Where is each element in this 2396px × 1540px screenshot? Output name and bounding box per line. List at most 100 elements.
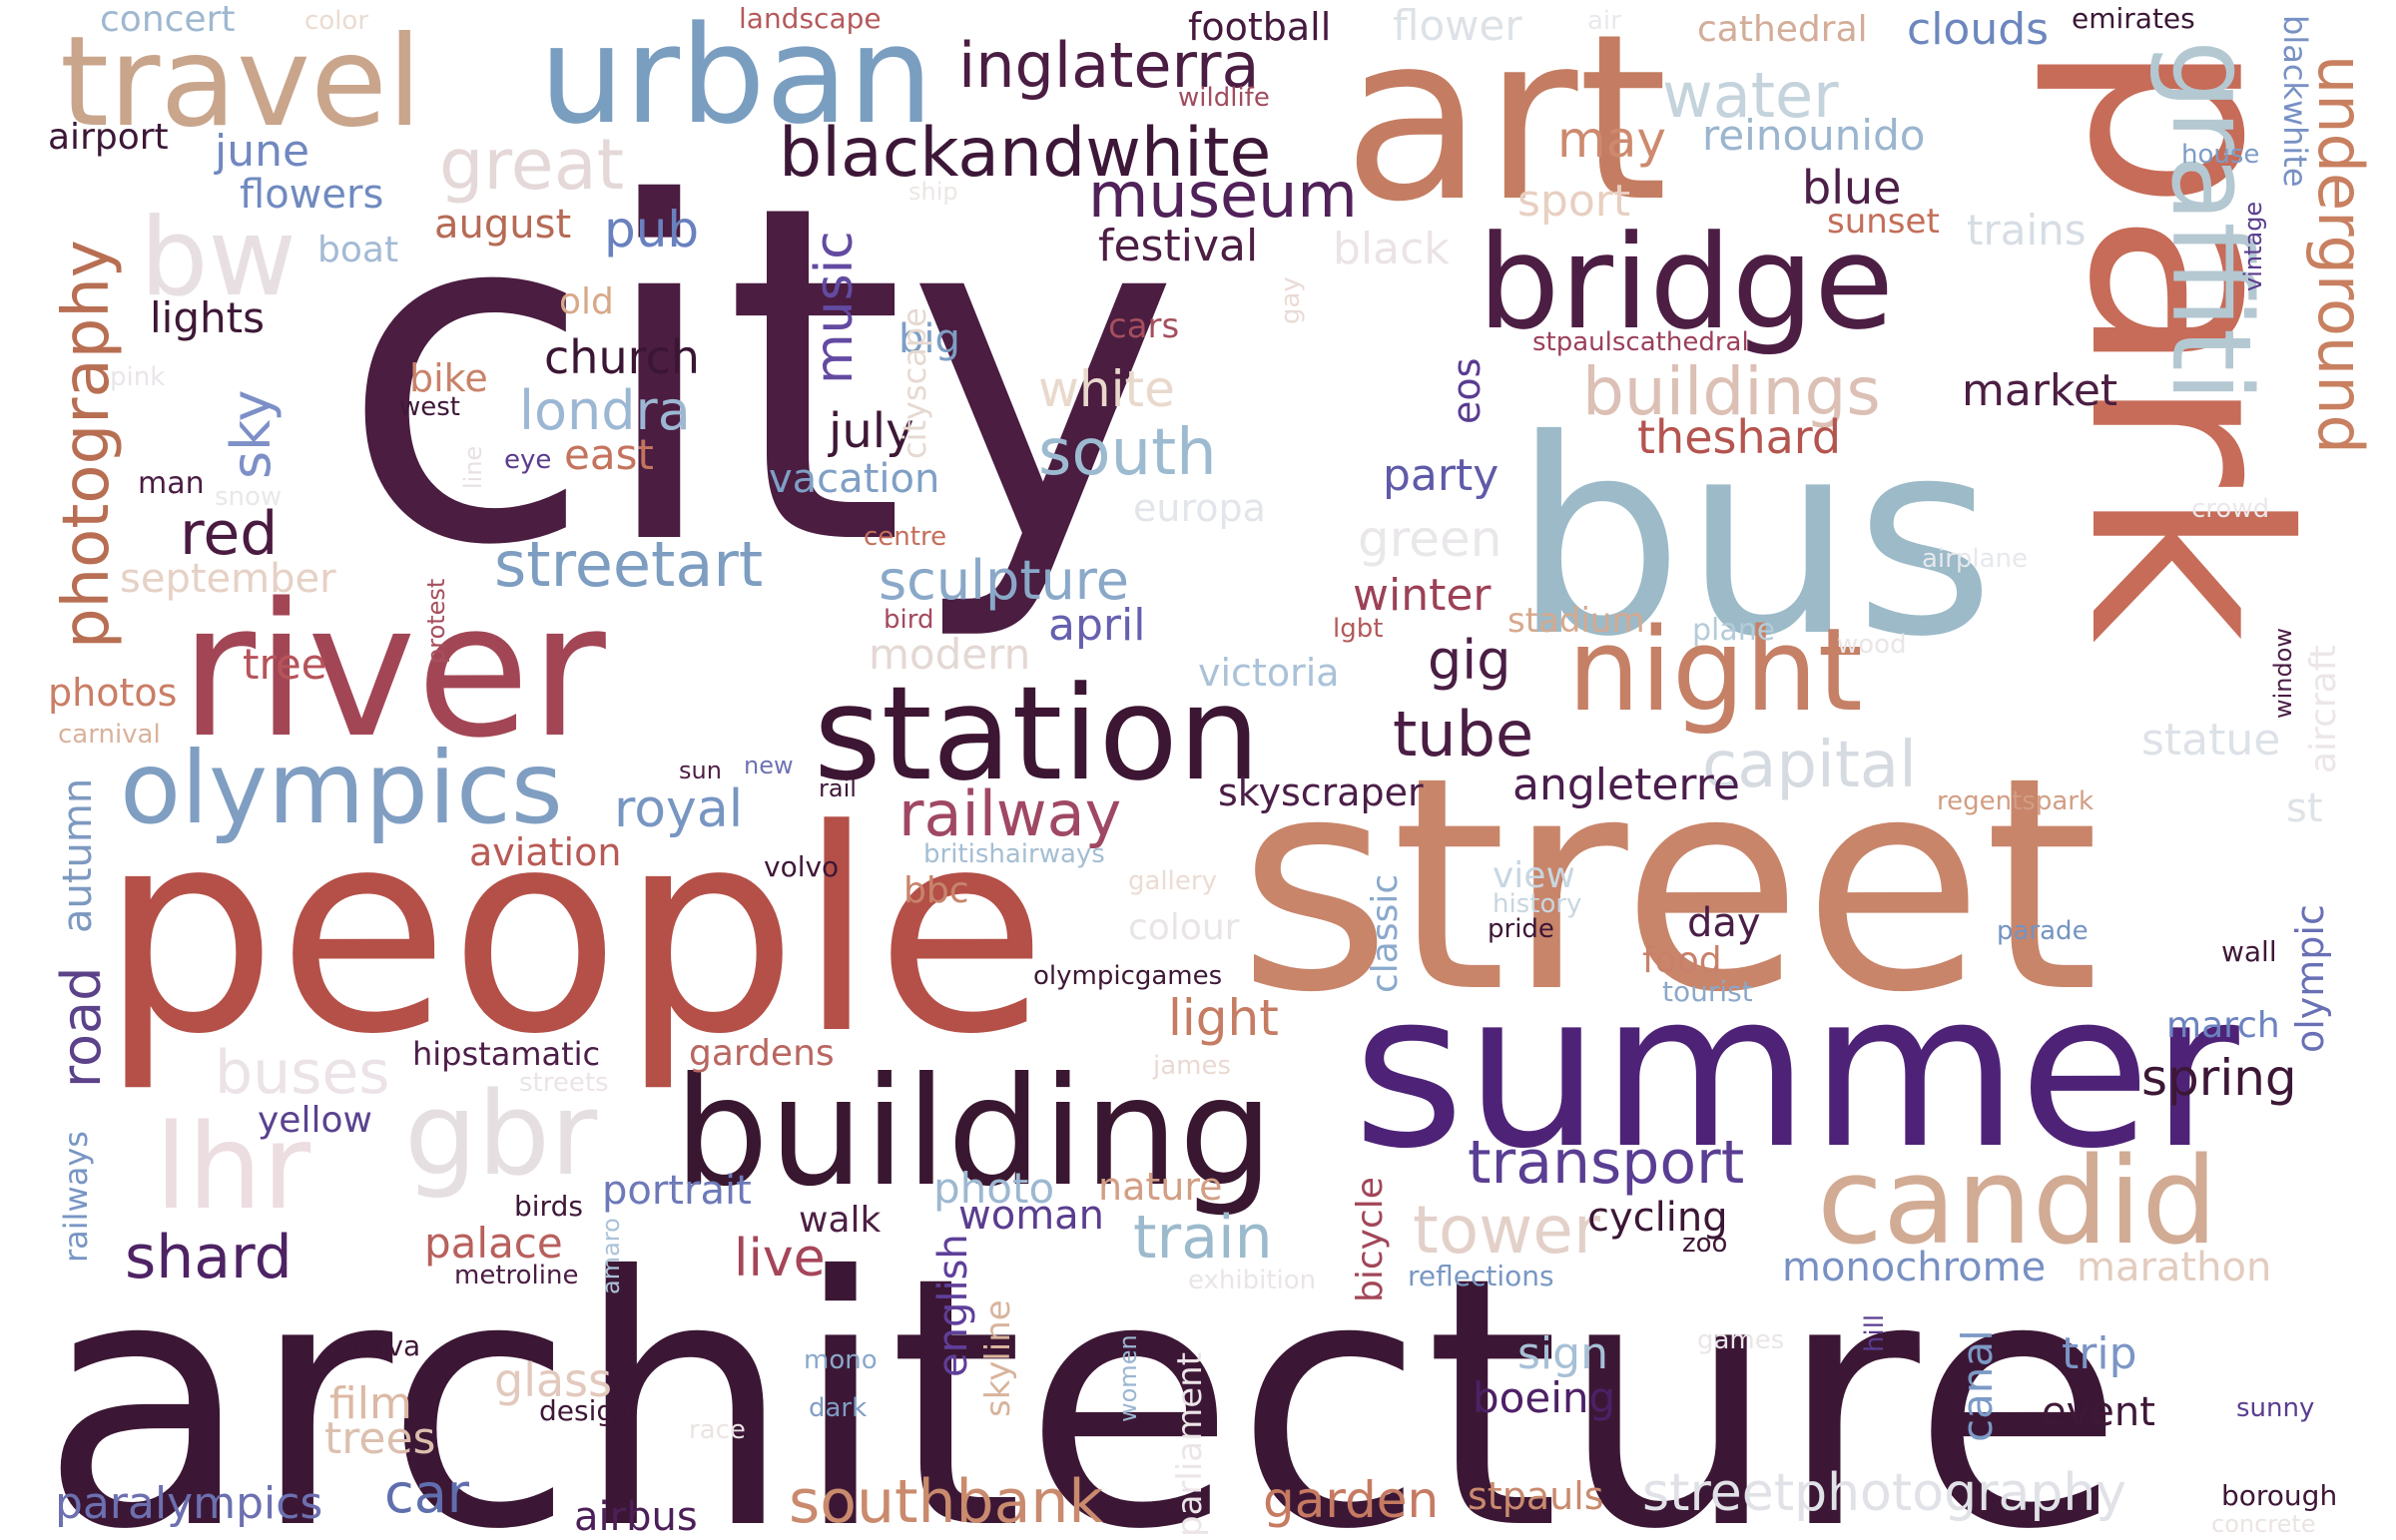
word-west: west <box>399 392 461 422</box>
word-londra: londra <box>519 379 691 442</box>
word-gig: gig <box>1428 629 1511 692</box>
word-victoria: victoria <box>1198 651 1340 695</box>
word-photography: photography <box>50 240 124 649</box>
word-bicycle: bicycle <box>1350 1177 1391 1302</box>
word-pub: pub <box>604 201 700 258</box>
word-plane: plane <box>1692 613 1776 648</box>
word-hill: hill <box>1860 1313 1890 1352</box>
word-festival: festival <box>1098 221 1259 271</box>
word-window: window <box>2269 627 2297 719</box>
word-architecture: architecture <box>40 1205 2124 1540</box>
word-concrete: concrete <box>2211 1510 2316 1538</box>
word-skyline: skyline <box>978 1299 1018 1417</box>
word-market: market <box>1962 365 2118 416</box>
word-inglaterra: inglaterra <box>958 29 1260 102</box>
word-photo: photo <box>933 1164 1055 1213</box>
word-lhr: lhr <box>155 1098 311 1236</box>
word-reinounido: reinounido <box>1702 111 1926 160</box>
word-street: street <box>1238 714 2099 1057</box>
word-photos: photos <box>48 671 178 715</box>
word-bike: bike <box>409 356 488 400</box>
word-cycling: cycling <box>1587 1195 1728 1241</box>
word-zoo: zoo <box>1682 1229 1728 1259</box>
word-sunny: sunny <box>2236 1393 2315 1423</box>
word-road: road <box>50 966 113 1088</box>
word-james: james <box>1153 1051 1232 1081</box>
word-blackandwhite: blackandwhite <box>779 114 1272 193</box>
word-march: march <box>2166 1005 2280 1046</box>
word-wall: wall <box>2221 935 2277 968</box>
word-hipstamatic: hipstamatic <box>412 1035 601 1073</box>
word-travel: travel <box>60 10 422 155</box>
word-august: august <box>434 202 572 248</box>
word-boeing: boeing <box>1473 1373 1616 1422</box>
word-clouds: clouds <box>1907 4 2050 55</box>
word-sky: sky <box>220 389 283 479</box>
word-eye: eye <box>504 445 552 475</box>
word-tower: tower <box>1413 1192 1600 1269</box>
word-rail: rail <box>819 774 857 802</box>
word-railways: railways <box>57 1131 95 1263</box>
word-glass: glass <box>494 1353 613 1407</box>
word-design: design <box>539 1394 632 1427</box>
word-food: food <box>1642 940 1722 981</box>
word-sunset: sunset <box>1827 202 1940 242</box>
word-event: event <box>2042 1389 2155 1435</box>
word-april: april <box>1048 600 1146 651</box>
word-garden: garden <box>1263 1471 1440 1529</box>
word-art: art <box>1343 0 1668 253</box>
word-bbc: bbc <box>903 870 969 911</box>
word-gallery: gallery <box>1128 866 1217 896</box>
word-buildings: buildings <box>1582 353 1881 430</box>
word-sport: sport <box>1517 176 1631 227</box>
word-crowd: crowd <box>2191 494 2270 524</box>
word-aviation: aviation <box>469 830 622 874</box>
word-britishairways: britishairways <box>923 839 1105 869</box>
word-pride: pride <box>1488 914 1554 944</box>
word-women: women <box>1114 1334 1142 1422</box>
word-wood: wood <box>1837 630 1907 660</box>
word-theshard: theshard <box>1637 410 1842 464</box>
word-canal: canal <box>1953 1329 2002 1442</box>
word-flower: flower <box>1393 1 1522 50</box>
word-red: red <box>180 499 279 569</box>
word-spring: spring <box>2141 1049 2297 1107</box>
word-railway: railway <box>898 777 1122 850</box>
word-candid: candid <box>1817 1133 2218 1272</box>
word-streetphotography: streetphotography <box>1642 1463 2127 1523</box>
word-city: city <box>339 106 1181 647</box>
word-snow: snow <box>215 482 283 512</box>
word-boat: boat <box>317 230 399 270</box>
word-old: old <box>559 281 614 322</box>
word-sculpture: sculpture <box>879 549 1129 612</box>
word-eos: eos <box>1445 357 1489 424</box>
word-cathedral: cathedral <box>1697 9 1868 50</box>
word-woman: woman <box>958 1193 1105 1239</box>
word-parade: parade <box>1997 916 2089 946</box>
word-stpaulscathedral: stpaulscathedral <box>1532 327 1749 357</box>
word-modern: modern <box>869 630 1031 679</box>
word-centre: centre <box>864 522 947 552</box>
word-cars: cars <box>1108 306 1180 346</box>
word-nature: nature <box>1098 1165 1223 1209</box>
word-cityscape: cityscape <box>896 307 933 459</box>
word-borough: borough <box>2221 1479 2338 1512</box>
word-train: train <box>1133 1203 1273 1273</box>
word-volvo: volvo <box>764 850 840 883</box>
word-colour: colour <box>1128 907 1240 948</box>
word-line: line <box>459 445 487 489</box>
word-protest: protest <box>422 578 450 664</box>
word-may: may <box>1557 111 1666 169</box>
word-man: man <box>138 466 205 501</box>
word-marathon: marathon <box>2077 1245 2272 1290</box>
word-july: july <box>829 403 914 459</box>
word-bus: bus <box>1512 381 1996 696</box>
word-museum: museum <box>1088 159 1358 232</box>
word-night: night <box>1567 604 1863 738</box>
word-sign: sign <box>1517 1328 1608 1379</box>
word-statue: statue <box>2141 715 2281 766</box>
word-vacation: vacation <box>769 456 940 502</box>
word-underground: underground <box>2304 55 2377 454</box>
word-june: june <box>215 126 310 177</box>
word-history: history <box>1493 889 1582 919</box>
